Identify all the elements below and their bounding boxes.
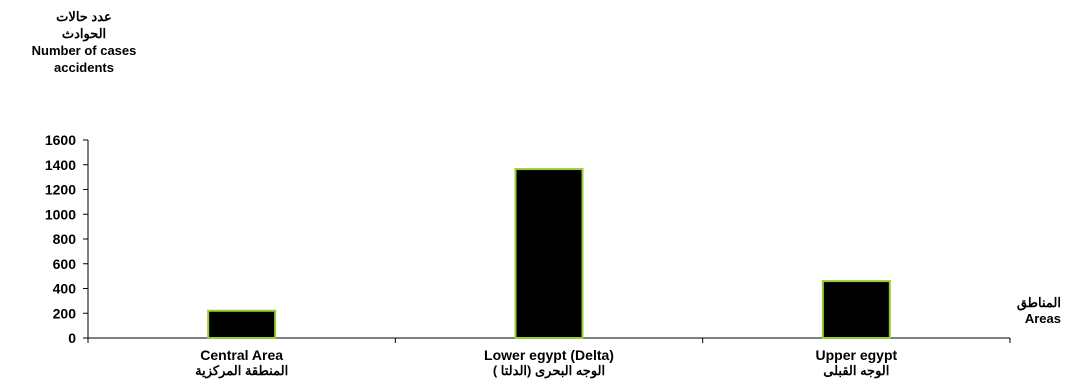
x-axis-title-ar: المناطق	[1016, 295, 1061, 310]
y-tick-label: 1400	[45, 157, 76, 173]
x-axis-title: المناطق Areas	[995, 295, 1061, 327]
y-tick-label: 800	[53, 231, 77, 247]
y-axis-title-ar-line2: الحوادث	[61, 26, 107, 41]
x-axis-title-en: Areas	[1024, 311, 1061, 326]
y-tick-label: 200	[53, 305, 77, 321]
y-tick-label: 600	[53, 256, 77, 272]
x-tick-label-ar: المنطقة المركزية	[195, 363, 288, 379]
y-tick-label: 0	[68, 330, 76, 346]
y-axis-title: عدد حالات الحوادث Number of cases accide…	[0, 8, 168, 76]
y-tick-label: 1000	[45, 206, 76, 222]
x-tick-label-ar: الوجه البحرى (الدلتا )	[493, 363, 605, 379]
y-tick-label: 1600	[45, 132, 76, 148]
y-tick-label: 1200	[45, 182, 76, 198]
y-axis-title-en-line2: accidents	[54, 60, 114, 75]
x-tick-label-ar: الوجه القبلى	[823, 363, 889, 379]
bar	[514, 168, 584, 339]
bar	[207, 309, 277, 339]
x-tick-label-en: Central Area	[200, 347, 283, 363]
y-tick-label: 400	[53, 281, 77, 297]
x-tick-label-en: Lower egypt (Delta)	[484, 347, 614, 363]
y-axis-title-ar-line1: عدد حالات	[56, 9, 112, 24]
y-axis-title-en-line1: Number of cases	[31, 43, 137, 58]
x-tick-label-en: Upper egypt	[815, 347, 897, 363]
bar	[821, 280, 891, 340]
